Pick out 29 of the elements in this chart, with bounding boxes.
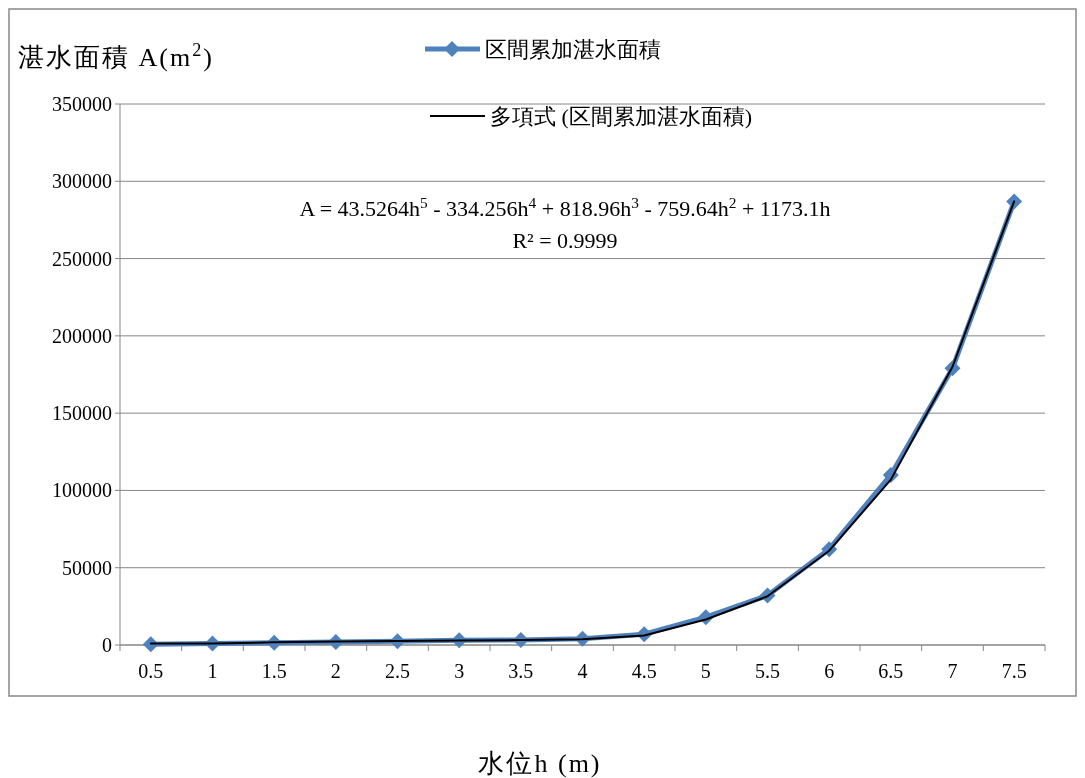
x-tick-label: 7.5 bbox=[1001, 660, 1027, 682]
x-tick-label: 1.5 bbox=[261, 660, 287, 682]
y-tick-label: 0 bbox=[102, 634, 112, 656]
y-tick-label: 100000 bbox=[52, 479, 112, 502]
x-tick-label: 6 bbox=[824, 660, 835, 682]
annotation: R² = 0.9999 bbox=[512, 228, 618, 253]
x-tick-label: 2 bbox=[330, 660, 341, 682]
x-tick-label: 5.5 bbox=[755, 660, 780, 682]
y-tick-label: 150000 bbox=[52, 402, 112, 425]
y-tick-label: 200000 bbox=[52, 324, 112, 347]
x-axis-title: 水位h (m) bbox=[478, 749, 602, 778]
text: A = 43.5264h$^{5}$ - 334.256h$^{4}$ + 818.96h$^{3}$ - 759.64h$^{2}$ + 1173.1h bbox=[299, 193, 831, 221]
y-tick-label: 300000 bbox=[52, 170, 112, 193]
y-tick-label: 250000 bbox=[52, 247, 112, 270]
x-tick-label: 0.5 bbox=[138, 660, 164, 682]
x-tick-label: 6.5 bbox=[878, 660, 904, 682]
y-tick-label: 50000 bbox=[62, 556, 112, 579]
x-tick-label: 2.5 bbox=[385, 660, 410, 682]
legend-label: 多項式 (区間累加湛水面積) bbox=[490, 104, 753, 129]
y-tick-label: 350000 bbox=[52, 93, 112, 115]
x-tick-label: 5 bbox=[700, 660, 711, 682]
x-tick-label: 7 bbox=[947, 660, 958, 682]
x-tick-label: 3.5 bbox=[508, 660, 534, 682]
x-tick-label: 3 bbox=[454, 660, 465, 682]
x-tick-label: 4.5 bbox=[631, 660, 657, 682]
x-tick-label: 4 bbox=[577, 660, 588, 682]
y-axis-title: 湛水面積 A(m$^{2}$) bbox=[18, 40, 214, 72]
legend-label: 区間累加湛水面積 bbox=[485, 37, 661, 62]
x-tick-label: 1 bbox=[207, 660, 218, 682]
